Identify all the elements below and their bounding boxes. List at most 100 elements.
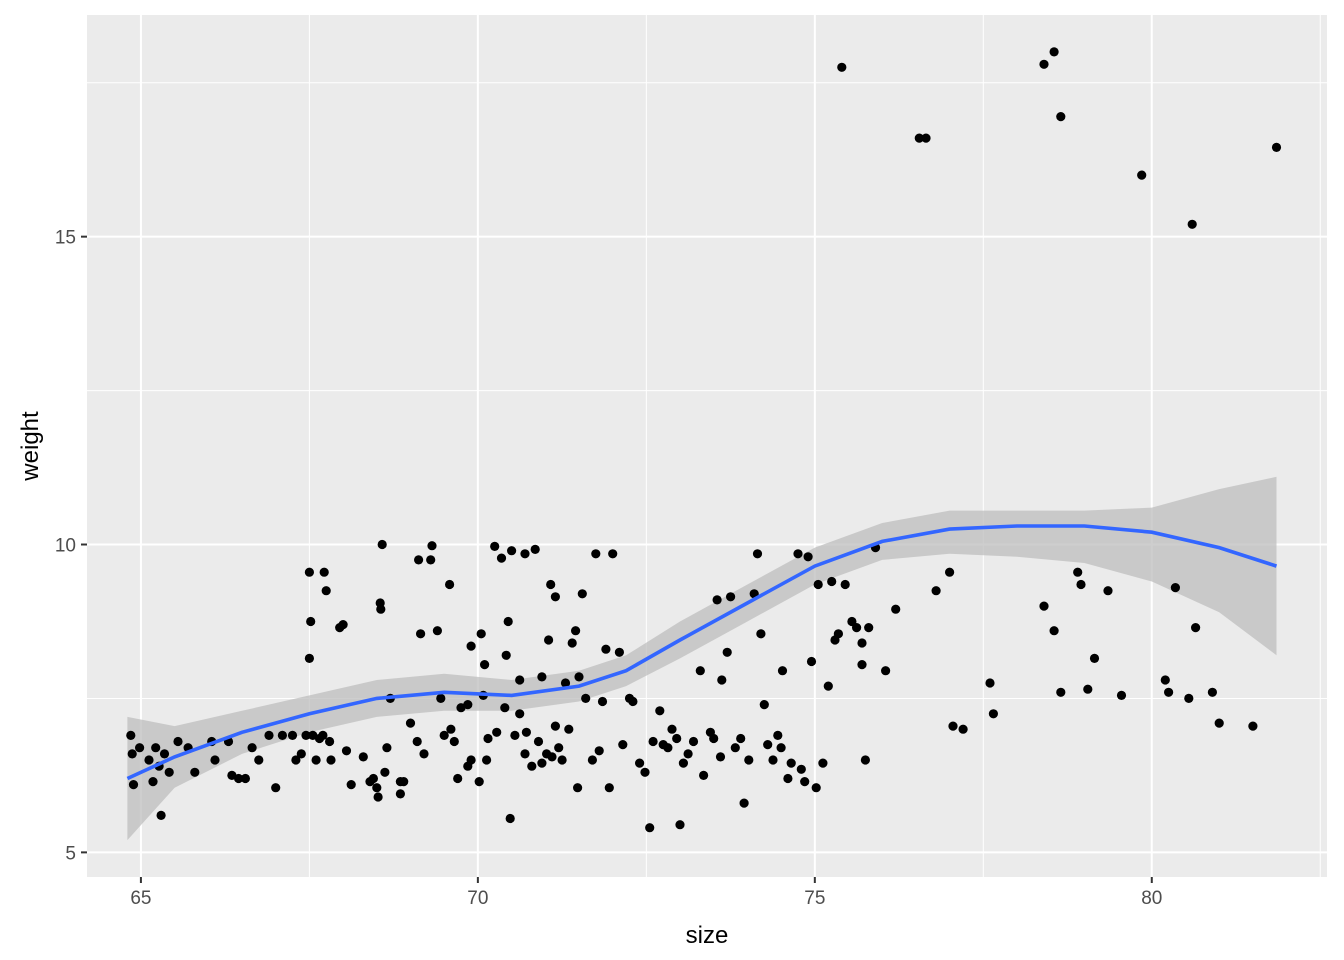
data-point <box>190 767 200 777</box>
data-point <box>573 783 583 793</box>
data-point <box>663 743 673 753</box>
data-point <box>860 755 871 765</box>
data-point <box>763 740 773 750</box>
data-point <box>837 62 847 72</box>
data-point <box>1103 586 1113 596</box>
data-point <box>376 604 386 614</box>
data-point <box>544 635 554 645</box>
data-point <box>604 783 614 793</box>
data-point <box>594 746 604 756</box>
data-point <box>492 727 502 737</box>
data-point <box>614 647 625 657</box>
data-point <box>688 736 699 747</box>
data-point <box>1187 219 1197 229</box>
data-point <box>678 758 689 768</box>
data-point <box>537 758 547 768</box>
data-point <box>672 733 682 744</box>
data-point <box>557 755 567 765</box>
x-tick-label: 70 <box>467 888 488 909</box>
data-point <box>474 777 484 787</box>
data-point <box>736 733 746 744</box>
data-point <box>126 730 136 741</box>
data-point <box>581 693 591 704</box>
data-point <box>667 724 677 734</box>
data-point <box>373 792 383 802</box>
data-point <box>891 604 901 614</box>
data-point <box>628 696 638 707</box>
data-point <box>574 672 584 682</box>
data-point <box>1137 170 1147 180</box>
data-point <box>852 623 862 633</box>
data-point <box>796 764 806 774</box>
data-point <box>234 773 244 784</box>
y-tick-label: 15 <box>55 228 76 249</box>
data-point <box>533 736 544 747</box>
data-point <box>1164 687 1174 697</box>
data-point <box>151 743 161 753</box>
data-point <box>744 755 754 765</box>
data-point <box>591 549 601 559</box>
data-point <box>1049 626 1059 636</box>
data-point <box>341 746 352 756</box>
data-point <box>827 576 837 587</box>
data-point <box>296 749 306 759</box>
x-tick-label: 80 <box>1141 888 1162 909</box>
data-point <box>1214 718 1224 728</box>
data-point <box>449 736 459 747</box>
data-point <box>699 770 709 781</box>
data-point <box>945 567 955 577</box>
data-point <box>597 696 608 707</box>
data-point <box>304 567 314 577</box>
data-point <box>881 666 891 676</box>
data-point <box>571 626 581 636</box>
data-point <box>382 743 392 753</box>
data-point <box>1056 112 1066 122</box>
data-point <box>405 718 416 728</box>
data-point <box>752 549 763 559</box>
data-point <box>776 743 786 753</box>
data-point <box>1207 687 1217 697</box>
data-point <box>655 706 665 716</box>
data-point <box>768 755 778 765</box>
data-point <box>377 539 387 550</box>
data-point <box>144 755 154 765</box>
data-point <box>777 666 788 676</box>
data-point <box>640 767 650 777</box>
data-point <box>483 733 493 744</box>
data-point <box>988 709 999 719</box>
data-point <box>715 752 726 762</box>
x-tick-label: 75 <box>804 888 825 909</box>
data-point <box>1073 567 1083 577</box>
data-point <box>537 672 547 682</box>
data-point <box>436 693 446 704</box>
data-point <box>948 721 958 731</box>
data-point <box>783 773 793 784</box>
smooth-line <box>126 524 1278 781</box>
data-point <box>321 586 331 596</box>
data-point <box>1160 675 1170 685</box>
data-point <box>739 798 749 808</box>
data-point <box>730 743 740 753</box>
data-point <box>445 579 455 590</box>
data-point <box>325 736 335 747</box>
data-point <box>813 579 823 590</box>
data-point <box>156 810 166 821</box>
data-point <box>554 743 564 753</box>
data-point <box>1083 684 1093 694</box>
data-point <box>501 650 511 660</box>
data-point <box>712 595 722 605</box>
data-point <box>1039 601 1049 611</box>
data-point <box>505 813 515 824</box>
data-point <box>800 777 810 787</box>
data-point <box>173 736 183 747</box>
data-point <box>1170 583 1180 593</box>
data-point <box>372 783 382 793</box>
data-point <box>515 675 525 685</box>
data-point <box>326 755 336 765</box>
data-point <box>1271 142 1282 152</box>
data-point <box>490 541 500 552</box>
data-point <box>480 660 490 670</box>
data-point <box>128 780 139 790</box>
data-point <box>148 777 158 787</box>
